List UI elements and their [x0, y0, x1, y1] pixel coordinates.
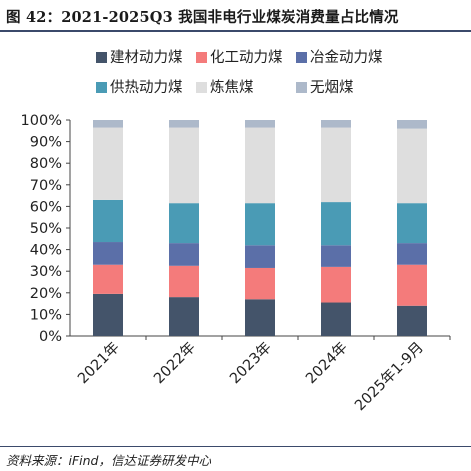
bar-segment: [93, 242, 123, 265]
x-tick-label: 2025年1-9月: [351, 339, 426, 414]
legend-swatch: [96, 52, 107, 63]
bar-segment: [245, 245, 275, 268]
y-tick-label: 50%: [30, 221, 62, 237]
y-tick-label: 0%: [39, 329, 62, 345]
x-tick-label: 2022年: [150, 339, 198, 387]
legend-label: 建材动力煤: [110, 49, 183, 66]
legend-label: 炼焦煤: [210, 79, 254, 96]
y-tick-label: 100%: [21, 113, 62, 129]
bar-segment: [93, 120, 123, 128]
bar-segment: [397, 203, 427, 244]
x-tick-label: 2021年: [74, 339, 122, 387]
bar-segment: [321, 120, 351, 128]
bar-segment: [93, 199, 123, 243]
legend-label: 冶金动力煤: [310, 49, 383, 66]
bar-segment: [93, 293, 123, 336]
y-tick-label: 10%: [30, 307, 62, 323]
legend-swatch: [296, 82, 307, 93]
bar-segment: [397, 264, 427, 306]
title-row: 图 42：2021-2025Q3 我国非电行业煤炭消费量占比情况: [0, 0, 471, 30]
x-tick-label: 2023年: [226, 339, 274, 387]
source-divider: [0, 446, 471, 447]
bar-segment: [321, 266, 351, 303]
bar-segment: [321, 302, 351, 336]
bar-segment: [321, 127, 351, 203]
legend-swatch: [96, 82, 107, 93]
bar-segment: [245, 267, 275, 300]
bar-segment: [321, 202, 351, 246]
legend-label: 供热动力煤: [110, 79, 183, 96]
bar-segment: [93, 264, 123, 294]
y-tick-label: 70%: [30, 178, 62, 194]
legend-swatch: [196, 52, 207, 63]
bar-segment: [245, 299, 275, 336]
bar-segment: [397, 120, 427, 129]
bar-segment: [397, 305, 427, 336]
bar-segment: [397, 128, 427, 204]
bar-segment: [245, 120, 275, 128]
legend-label: 化工动力煤: [210, 49, 283, 66]
bar-segment: [169, 297, 199, 336]
bar-segment: [169, 265, 199, 298]
bar-segment: [245, 203, 275, 246]
legend-label: 无烟煤: [310, 79, 354, 96]
bar-segment: [397, 243, 427, 265]
y-tick-label: 80%: [30, 156, 62, 172]
x-tick-label: 2024年: [302, 339, 350, 387]
bar-segment: [93, 127, 123, 200]
y-tick-label: 40%: [30, 243, 62, 259]
bar-segment: [169, 203, 199, 244]
legend-swatch: [296, 52, 307, 63]
chart-title: 图 42：2021-2025Q3 我国非电行业煤炭消费量占比情况: [6, 9, 399, 26]
bar-segment: [245, 127, 275, 204]
bar-segment: [321, 245, 351, 267]
source-note: 资料来源：iFind，信达证券研发中心: [6, 453, 211, 468]
y-tick-label: 90%: [30, 135, 62, 151]
y-tick-label: 20%: [30, 286, 62, 302]
y-tick-label: 30%: [30, 264, 62, 280]
title-divider: [0, 30, 471, 32]
bar-segment: [169, 127, 199, 204]
legend-swatch: [196, 82, 207, 93]
bar-segment: [169, 120, 199, 128]
y-tick-label: 60%: [30, 199, 62, 215]
bar-segment: [169, 243, 199, 266]
